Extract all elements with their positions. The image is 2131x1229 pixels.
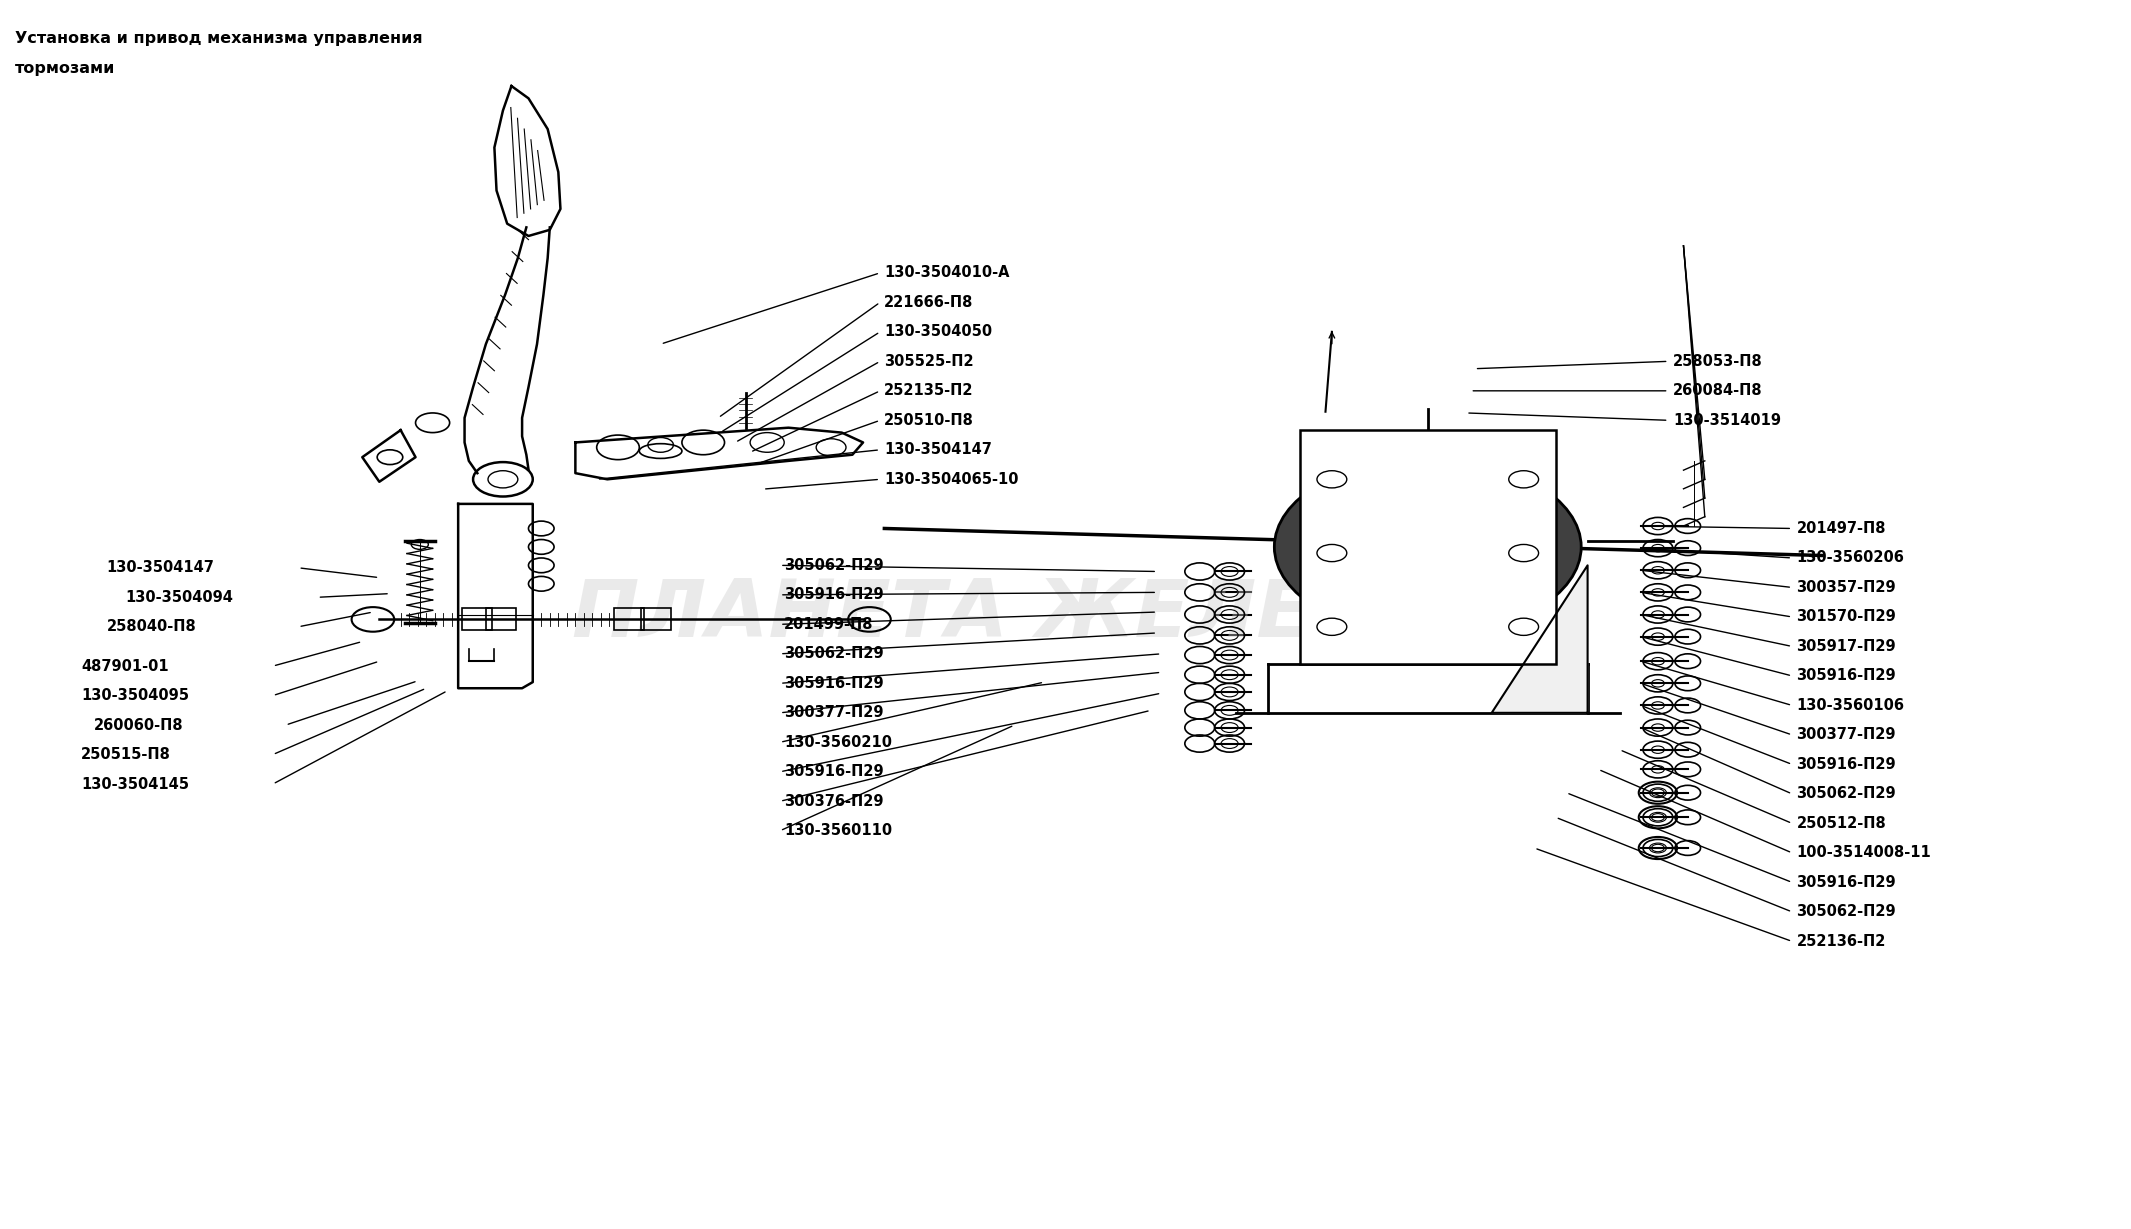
Text: 305062-П29: 305062-П29 <box>1796 905 1897 919</box>
Text: 300377-П29: 300377-П29 <box>784 705 884 720</box>
Text: 130-3560210: 130-3560210 <box>784 735 893 750</box>
Bar <box>614 608 644 630</box>
Text: 300376-П29: 300376-П29 <box>784 794 884 809</box>
Text: 258053-П8: 258053-П8 <box>1673 354 1762 369</box>
Text: 305525-П2: 305525-П2 <box>884 354 974 369</box>
Bar <box>1300 430 1556 664</box>
Text: 305916-П29: 305916-П29 <box>1796 875 1897 890</box>
Text: ПЛАНЕТА ЖЕЛЕЗЯКА: ПЛАНЕТА ЖЕЛЕЗЯКА <box>573 575 1558 654</box>
Text: 221666-П8: 221666-П8 <box>884 295 974 310</box>
Text: Установка и привод механизма управления: Установка и привод механизма управления <box>15 31 422 45</box>
Text: 258040-П8: 258040-П8 <box>107 619 196 634</box>
Text: 487901-01: 487901-01 <box>81 659 168 673</box>
Text: 201499-П8: 201499-П8 <box>784 617 874 632</box>
Text: 305916-П29: 305916-П29 <box>784 676 884 691</box>
Bar <box>486 608 516 630</box>
Text: 305062-П29: 305062-П29 <box>784 646 884 661</box>
Text: 130-3514019: 130-3514019 <box>1673 413 1782 428</box>
Polygon shape <box>1492 565 1588 713</box>
Text: 130-3504145: 130-3504145 <box>81 777 190 791</box>
Text: 305917-П29: 305917-П29 <box>1796 639 1897 654</box>
Text: 301570-П29: 301570-П29 <box>1796 610 1897 624</box>
Circle shape <box>1321 485 1534 608</box>
Text: 201497-П8: 201497-П8 <box>1796 521 1886 536</box>
Text: 300357-П29: 300357-П29 <box>1796 580 1897 595</box>
Text: 305916-П29: 305916-П29 <box>784 764 884 779</box>
Text: 305062-П29: 305062-П29 <box>784 558 884 573</box>
Text: 305062-П29: 305062-П29 <box>1796 787 1897 801</box>
Text: 305916-П29: 305916-П29 <box>784 587 884 602</box>
Text: 130-3560206: 130-3560206 <box>1796 551 1905 565</box>
Text: 130-3504010-А: 130-3504010-А <box>884 265 1010 280</box>
Bar <box>641 608 671 630</box>
Text: 130-3504095: 130-3504095 <box>81 688 190 703</box>
Text: 250510-П8: 250510-П8 <box>884 413 974 428</box>
Polygon shape <box>575 428 863 479</box>
Text: 250512-П8: 250512-П8 <box>1796 816 1886 831</box>
Text: 130-3504094: 130-3504094 <box>126 590 234 605</box>
Text: 300377-П29: 300377-П29 <box>1796 728 1897 742</box>
Text: 130-3560110: 130-3560110 <box>784 823 893 838</box>
Text: 250515-П8: 250515-П8 <box>81 747 170 762</box>
Text: 260060-П8: 260060-П8 <box>94 718 183 732</box>
Text: 100-3514008-11: 100-3514008-11 <box>1796 846 1931 860</box>
Bar <box>462 608 492 630</box>
Text: 130-3560106: 130-3560106 <box>1796 698 1905 713</box>
Text: 130-3504147: 130-3504147 <box>884 442 993 457</box>
Text: 252136-П2: 252136-П2 <box>1796 934 1886 949</box>
Text: 305916-П29: 305916-П29 <box>1796 757 1897 772</box>
Circle shape <box>1381 520 1475 574</box>
Text: 252135-П2: 252135-П2 <box>884 383 974 398</box>
Text: 260084-П8: 260084-П8 <box>1673 383 1762 398</box>
Text: тормозами: тормозами <box>15 61 115 76</box>
Text: 305916-П29: 305916-П29 <box>1796 669 1897 683</box>
Text: 130-3504147: 130-3504147 <box>107 560 215 575</box>
Circle shape <box>1274 458 1581 635</box>
Text: 130-3504050: 130-3504050 <box>884 324 993 339</box>
Text: 130-3504065-10: 130-3504065-10 <box>884 472 1019 487</box>
